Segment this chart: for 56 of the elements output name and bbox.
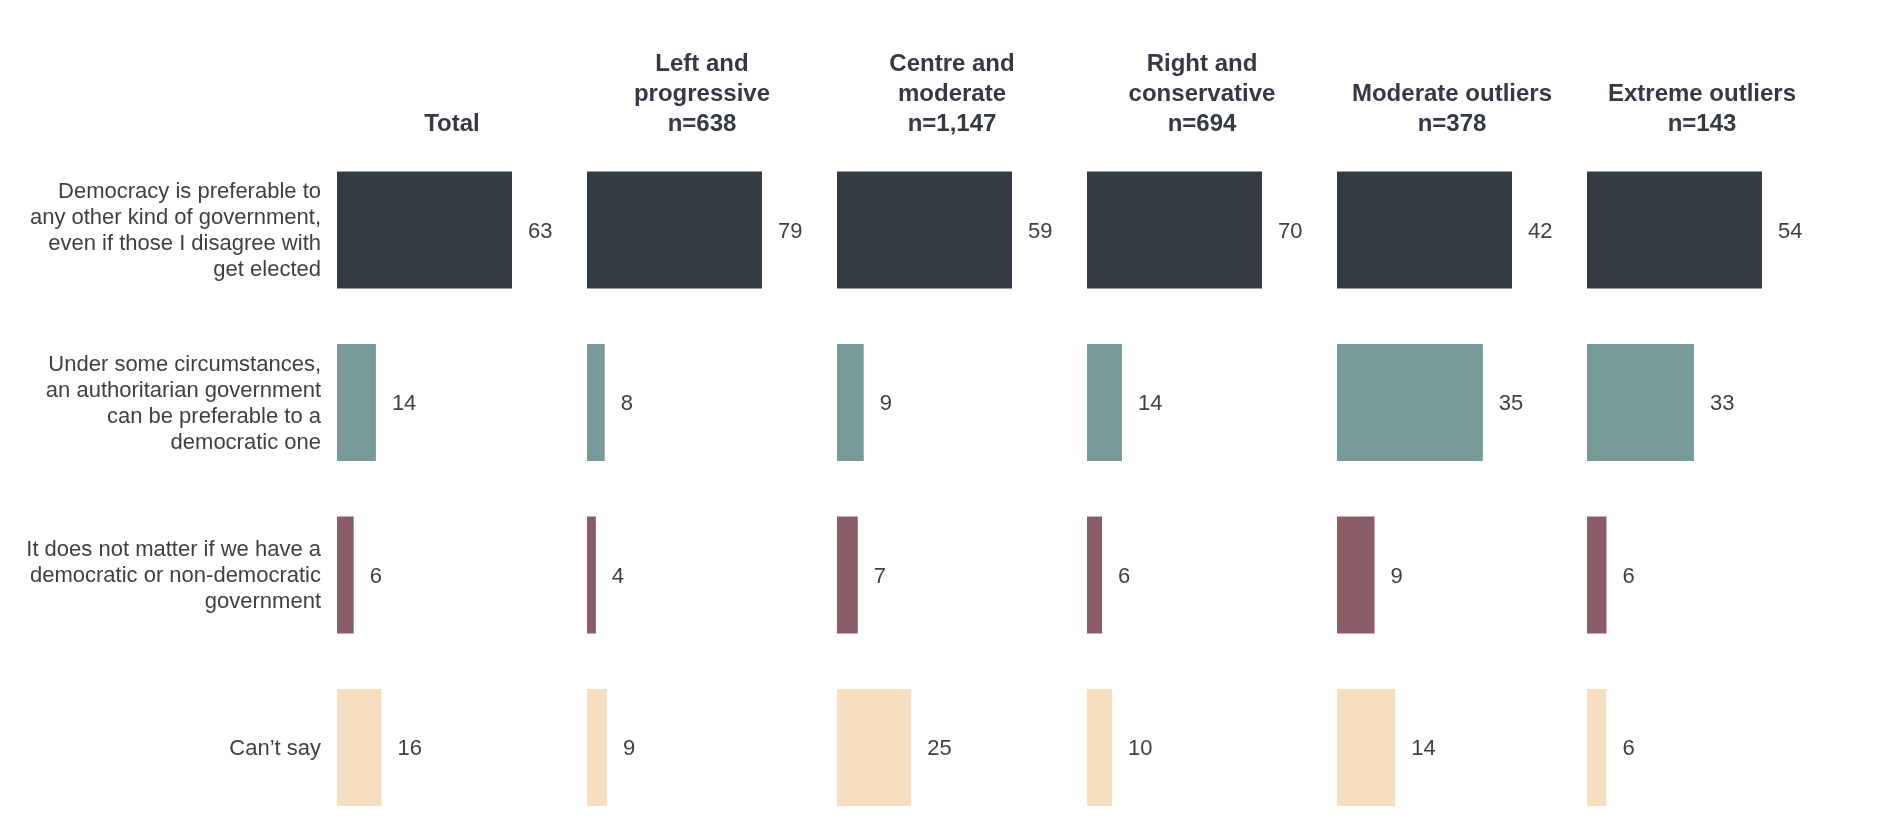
data-label: 35	[1498, 390, 1524, 416]
chart-title: Extreme outliers	[1607, 78, 1797, 108]
data-label: 6	[1622, 735, 1635, 761]
data-label: 33	[1709, 390, 1735, 416]
data-label: 6	[1622, 562, 1635, 588]
bar	[1337, 516, 1375, 634]
data-label: 70	[1278, 217, 1303, 243]
data-label: 9	[1390, 562, 1403, 588]
bar	[337, 516, 354, 634]
bar	[1337, 344, 1483, 462]
data-label: 42	[1528, 217, 1553, 243]
y-tick-label: Democracy is preferable to any other kind of government, even if those I disagree with get elected	[28, 178, 321, 283]
chart-subtitle: n=143	[1667, 108, 1737, 138]
bar	[587, 171, 762, 289]
y-tick-label: Can’t say	[229, 734, 321, 761]
y-tick-label: It does not matter if we have a democratic or non-democratic government	[25, 536, 321, 615]
data-label: 14	[391, 390, 417, 416]
data-label: 14	[1411, 735, 1436, 761]
bar	[837, 516, 858, 634]
data-label: 25	[927, 735, 952, 761]
data-label: 59	[1028, 217, 1053, 243]
bar	[837, 171, 1012, 289]
chart-subtitle: n=1,147	[907, 108, 997, 138]
chart-title: Moderate outliers	[1351, 78, 1553, 108]
data-label: 6	[1118, 562, 1131, 588]
chart-subtitle: n=378	[1417, 108, 1487, 138]
data-label: 79	[778, 217, 803, 243]
bar	[1087, 516, 1102, 634]
data-label: 6	[369, 562, 382, 588]
bar	[337, 689, 382, 807]
data-label: 16	[397, 735, 422, 761]
bar	[1337, 171, 1512, 289]
data-label: 9	[879, 390, 892, 416]
chart-title: Total	[424, 108, 480, 138]
bar	[1337, 689, 1396, 807]
bar	[337, 171, 512, 289]
chart-subtitle: n=694	[1167, 108, 1237, 138]
data-label: 7	[873, 562, 887, 588]
bar	[837, 344, 864, 462]
bar	[1087, 344, 1122, 462]
data-label: 4	[611, 562, 625, 588]
data-label: 8	[620, 390, 633, 416]
bar	[337, 344, 376, 462]
bar	[837, 689, 912, 807]
bar	[587, 344, 605, 462]
chart-subtitle: n=638	[667, 108, 737, 138]
data-label: 54	[1778, 217, 1803, 243]
y-tick-label: Under some circumstances, an authoritarian government can be preferable to a democratic one	[44, 350, 321, 455]
data-label: 10	[1128, 735, 1153, 761]
bar	[1087, 171, 1262, 289]
bar	[1087, 689, 1112, 807]
bar	[587, 516, 596, 634]
data-label: 9	[622, 735, 636, 761]
data-label: 14	[1138, 390, 1163, 416]
bar	[587, 689, 607, 807]
data-label: 63	[528, 217, 553, 243]
